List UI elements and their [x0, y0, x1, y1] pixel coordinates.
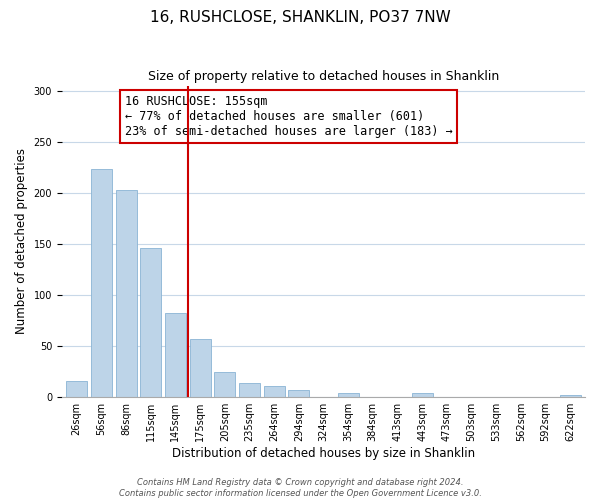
- Bar: [338, 393, 359, 397]
- Bar: [560, 395, 581, 397]
- Text: Contains HM Land Registry data © Crown copyright and database right 2024.
Contai: Contains HM Land Registry data © Crown c…: [119, 478, 481, 498]
- Bar: [66, 381, 87, 397]
- Bar: [288, 390, 309, 397]
- Text: 16 RUSHCLOSE: 155sqm
← 77% of detached houses are smaller (601)
23% of semi-deta: 16 RUSHCLOSE: 155sqm ← 77% of detached h…: [125, 95, 452, 138]
- Bar: [140, 248, 161, 397]
- Bar: [214, 372, 235, 397]
- Text: 16, RUSHCLOSE, SHANKLIN, PO37 7NW: 16, RUSHCLOSE, SHANKLIN, PO37 7NW: [149, 10, 451, 25]
- Y-axis label: Number of detached properties: Number of detached properties: [15, 148, 28, 334]
- Bar: [412, 393, 433, 397]
- Title: Size of property relative to detached houses in Shanklin: Size of property relative to detached ho…: [148, 70, 499, 83]
- Bar: [165, 314, 186, 397]
- Bar: [116, 190, 137, 397]
- Bar: [190, 339, 211, 397]
- Bar: [91, 170, 112, 397]
- X-axis label: Distribution of detached houses by size in Shanklin: Distribution of detached houses by size …: [172, 447, 475, 460]
- Bar: [239, 383, 260, 397]
- Bar: [263, 386, 284, 397]
